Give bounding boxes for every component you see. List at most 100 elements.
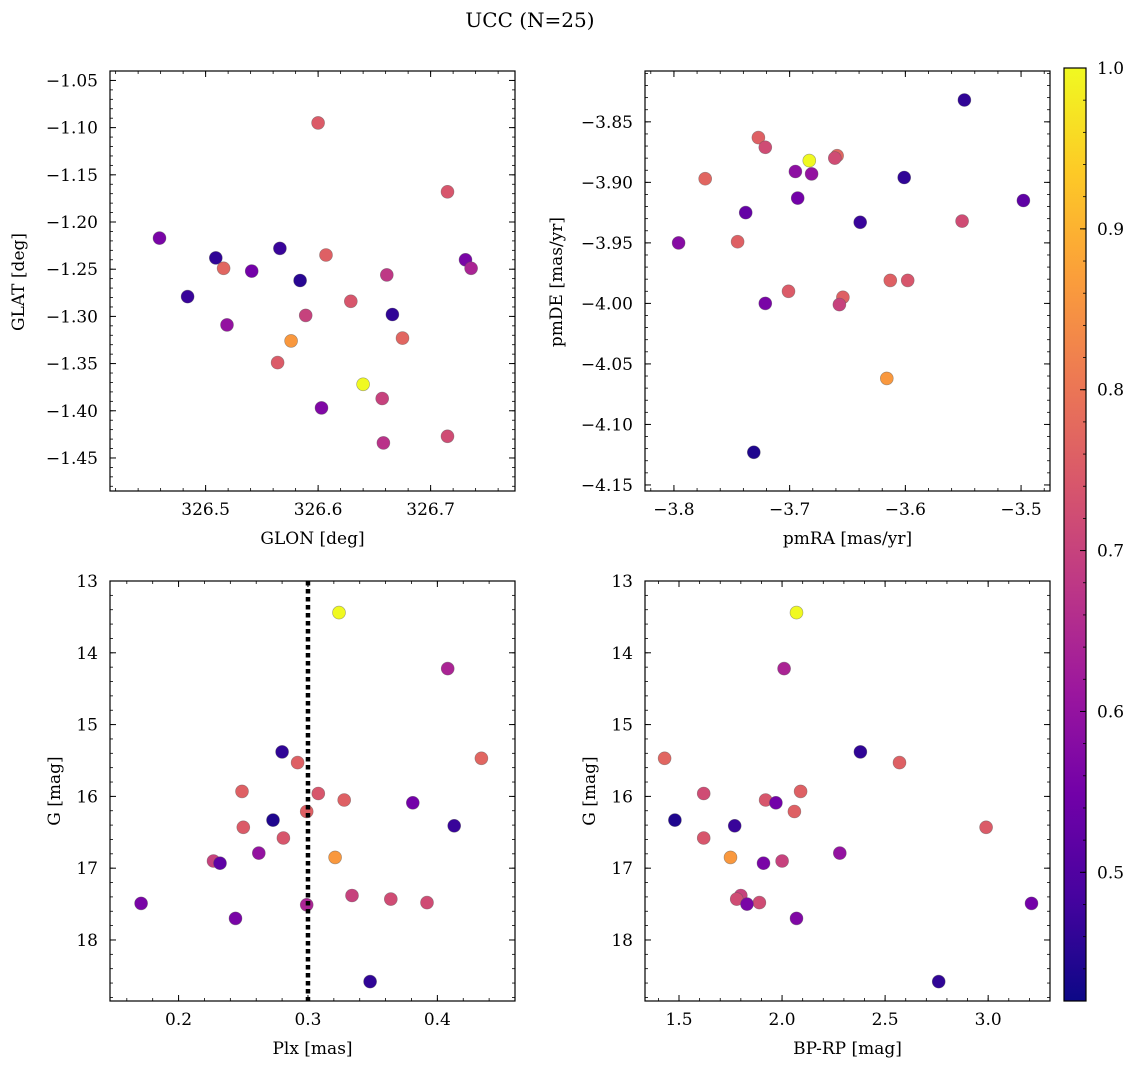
point-lonlat-6	[270, 355, 285, 370]
point-lonlat-7	[273, 241, 287, 256]
point-lonlat-5	[244, 264, 259, 278]
point-cmd-17	[756, 856, 771, 871]
ytick-label-lonlat-7: −1.40	[46, 402, 98, 422]
xtick-label-pm-3: −3.5	[1000, 500, 1041, 520]
point-lonlat-10	[298, 308, 313, 323]
ytick-label-pm-1: −3.90	[581, 173, 633, 193]
point-lonlat-24	[464, 261, 478, 276]
panel-cmd: 1.5 2.0 2.5 3.0 13 14 15 16 17 18 BP-RP [mag] G [ma…	[580, 572, 1051, 1059]
ytick-label-pm-6: −4.15	[581, 476, 633, 496]
point-plx-23	[228, 911, 243, 926]
ytick-label-plx-3: 16	[76, 787, 98, 807]
ytick-label-plx-4: 17	[76, 859, 98, 879]
xtick-label-pm-2: −3.6	[885, 500, 926, 520]
point-pm-17	[883, 273, 898, 288]
ytick-label-lonlat-2: −1.15	[46, 166, 98, 186]
point-plx-19	[383, 892, 398, 906]
point-cmd-11	[727, 818, 742, 833]
xtick-label-lonlat-0: 326.5	[181, 500, 230, 520]
figure-title: UCC (N=25)	[465, 8, 594, 32]
ytick-label-lonlat-0: −1.05	[46, 71, 98, 91]
point-pm-22	[832, 297, 847, 312]
point-lonlat-9	[293, 273, 307, 288]
xlabel-cmd: BP-RP [mag]	[793, 1039, 902, 1059]
point-cmd-14	[832, 846, 847, 860]
point-pm-1	[751, 130, 766, 145]
ytick-label-plx-2: 15	[76, 716, 98, 736]
point-lonlat-16	[375, 391, 390, 406]
point-cmd-3	[853, 745, 868, 759]
ytick-label-lonlat-5: −1.30	[46, 307, 98, 327]
xtick-label-pm-1: −3.7	[769, 500, 810, 520]
point-cmd-12	[979, 820, 993, 835]
point-cmd-6	[793, 784, 808, 799]
colorbar-tick-label-1: 0.6	[1097, 702, 1124, 722]
point-plx-18	[345, 888, 359, 903]
ytick-label-pm-0: −3.85	[581, 113, 633, 133]
point-plx-1	[440, 661, 455, 676]
point-plx-11	[447, 818, 462, 833]
ytick-label-plx-5: 18	[76, 931, 98, 951]
point-pm-21	[758, 296, 773, 311]
xtick-label-cmd-2: 2.5	[872, 1010, 899, 1030]
point-cmd-24	[931, 974, 946, 989]
point-pm-19	[781, 284, 796, 299]
ytick-label-plx-0: 13	[76, 572, 98, 592]
ytick-label-cmd-3: 16	[611, 787, 633, 807]
point-pm-5	[827, 151, 842, 165]
point-lonlat-0	[152, 231, 167, 245]
ytick-label-lonlat-3: −1.20	[46, 213, 98, 233]
point-lonlat-13	[319, 248, 333, 262]
point-plx-12	[236, 820, 251, 835]
colorbar-scale	[1063, 67, 1087, 1002]
axes-frame-lonlat	[109, 70, 516, 492]
point-lonlat-3	[216, 261, 231, 276]
colorbar-tick-label-5: 1.0	[1097, 59, 1124, 79]
point-lonlat-11	[311, 116, 325, 130]
point-pm-15	[671, 236, 686, 250]
ytick-label-lonlat-1: −1.10	[46, 119, 98, 139]
ytick-label-cmd-4: 17	[611, 859, 633, 879]
point-plx-21	[134, 896, 148, 911]
point-plx-8	[405, 795, 420, 810]
panel-plx: 0.2 0.3 0.4 13 14 15 16 17 18 Plx [mas] G [mag]	[45, 572, 516, 1059]
xtick-label-lonlat-1: 326.6	[294, 500, 343, 520]
point-cmd-15	[723, 850, 738, 865]
point-pm-7	[804, 167, 819, 181]
point-cmd-13	[696, 831, 711, 845]
xlabel-pm: pmRA [mas/yr]	[783, 529, 912, 549]
point-pm-24	[746, 445, 761, 460]
point-lonlat-19	[385, 307, 400, 322]
point-lonlat-12	[314, 401, 329, 415]
point-cmd-5	[696, 786, 711, 801]
point-pm-11	[1016, 193, 1031, 208]
xtick-label-cmd-1: 2.0	[769, 1010, 796, 1030]
colorbar-tick-label-0: 0.5	[1097, 863, 1124, 883]
point-cmd-8	[769, 795, 783, 810]
ytick-label-cmd-0: 13	[611, 572, 633, 592]
point-lonlat-1	[180, 289, 195, 304]
point-plx-24	[363, 974, 377, 989]
point-pm-8	[698, 171, 713, 186]
xtick-label-cmd-3: 3.0	[975, 1010, 1002, 1030]
ytick-label-plx-1: 14	[76, 644, 98, 664]
point-plx-2	[474, 751, 489, 766]
panel-pm: −3.8 −3.7 −3.6 −3.5 −3.85 −3.90 −3.95 −4.00 −4.0…	[547, 70, 1051, 549]
ytick-label-pm-2: −3.95	[581, 234, 633, 254]
ytick-label-lonlat-8: −1.45	[46, 449, 98, 469]
point-cmd-21	[740, 897, 754, 911]
point-pm-0	[957, 93, 972, 107]
ytick-label-cmd-1: 14	[611, 644, 633, 664]
point-lonlat-22	[440, 429, 455, 444]
axes-frame-cmd	[644, 580, 1051, 1002]
point-pm-10	[790, 191, 805, 205]
point-lonlat-8	[284, 334, 298, 348]
point-pm-13	[853, 215, 868, 230]
point-plx-13	[276, 831, 291, 845]
point-cmd-22	[1024, 896, 1039, 911]
panel-lonlat: 326.5 326.6 326.7 −1.05 −1.10 −1.15 −1.20 −1.25…	[9, 70, 516, 549]
point-cmd-20	[752, 895, 767, 910]
point-lonlat-14	[343, 294, 358, 309]
point-pm-23	[879, 371, 894, 386]
